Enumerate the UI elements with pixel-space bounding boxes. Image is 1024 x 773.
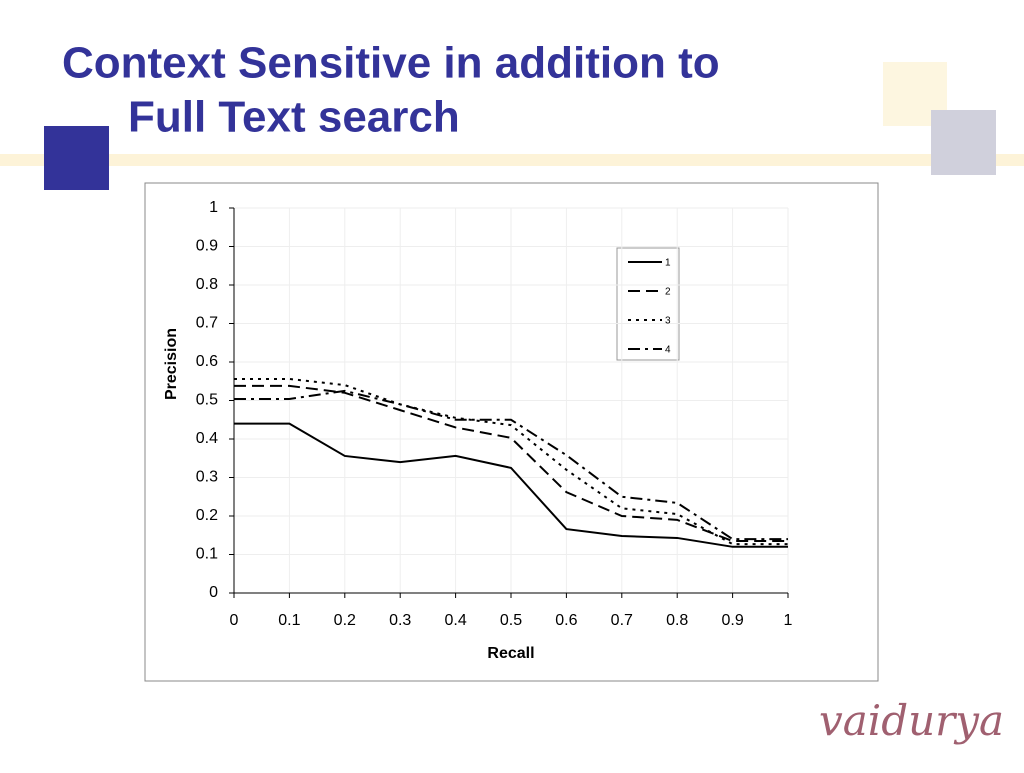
y-tick-label: 0.7 — [196, 315, 218, 332]
x-tick-label: 0 — [230, 612, 239, 629]
y-axis-label: Precision — [163, 328, 180, 400]
deco-square — [931, 110, 996, 175]
y-tick-label: 0.2 — [196, 507, 218, 524]
x-tick-label: 0.9 — [721, 612, 743, 629]
x-tick-label: 0.6 — [555, 612, 577, 629]
y-tick-label: 0.4 — [196, 430, 218, 447]
band — [0, 154, 1024, 166]
series-line — [234, 389, 788, 541]
legend-label: 4 — [665, 345, 671, 356]
x-tick-label: 0.5 — [500, 612, 522, 629]
x-tick-label: 0.2 — [334, 612, 356, 629]
legend-label: 3 — [665, 316, 671, 327]
x-tick-label: 0.4 — [444, 612, 466, 629]
y-tick-label: 1 — [209, 199, 218, 216]
y-tick-label: 0.8 — [196, 276, 218, 293]
y-tick-label: 0.6 — [196, 353, 218, 370]
y-tick-label: 0.9 — [196, 238, 218, 255]
x-tick-label: 0.8 — [666, 612, 688, 629]
y-tick-label: 0.3 — [196, 469, 218, 486]
deco-square — [44, 126, 109, 190]
legend-label: 1 — [665, 258, 671, 269]
series-line — [234, 422, 788, 548]
title-line: Full Text search — [128, 93, 460, 142]
x-tick-label: 1 — [784, 612, 793, 629]
series-line — [234, 384, 788, 543]
x-tick-label: 0.7 — [611, 612, 633, 629]
y-tick-label: 0.1 — [196, 546, 218, 563]
x-axis-label: Recall — [487, 645, 534, 662]
y-tick-label: 0 — [209, 584, 218, 601]
logo: vaidurya — [819, 696, 1004, 745]
y-tick-label: 0.5 — [196, 392, 218, 409]
x-tick-label: 0.1 — [278, 612, 300, 629]
title-line: Context Sensitive in addition to — [62, 39, 720, 88]
legend-box — [616, 247, 680, 361]
series-line — [234, 377, 788, 546]
legend-label: 2 — [665, 287, 671, 298]
x-tick-label: 0.3 — [389, 612, 411, 629]
